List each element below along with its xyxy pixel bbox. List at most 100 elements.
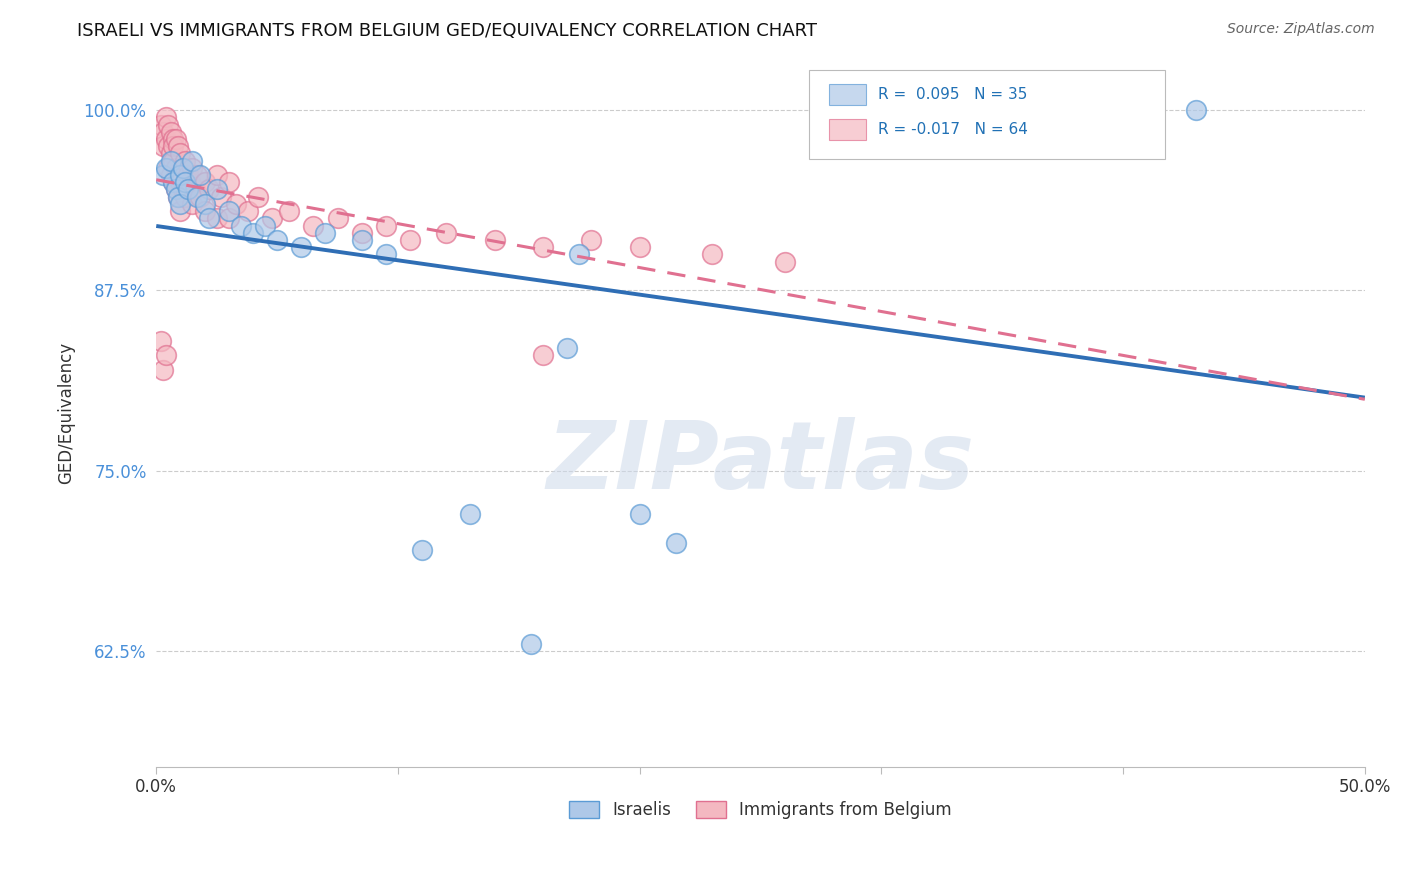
Point [165, 182, 187, 196]
Point [179, 175, 201, 189]
Point [150, 118, 173, 132]
Point [350, 226, 373, 240]
Point [211, 189, 233, 203]
Point [399, 233, 422, 247]
Point [167, 139, 190, 153]
Point [176, 168, 198, 182]
Point [181, 153, 204, 168]
Point [169, 197, 191, 211]
Point [169, 146, 191, 161]
Point [531, 348, 554, 362]
Point [162, 175, 184, 189]
Point [581, 233, 603, 247]
Point [434, 226, 457, 240]
Point [176, 182, 198, 196]
Point [266, 233, 288, 247]
Text: ISRAELI VS IMMIGRANTS FROM BELGIUM GED/EQUIVALENCY CORRELATION CHART: ISRAELI VS IMMIGRANTS FROM BELGIUM GED/E… [77, 22, 817, 40]
Point [198, 211, 221, 226]
Point [198, 182, 221, 196]
Point [236, 204, 259, 219]
Point [172, 182, 194, 196]
Point [162, 139, 184, 153]
Point [165, 182, 187, 196]
Point [174, 189, 197, 203]
Point [159, 168, 181, 182]
Point [159, 125, 181, 139]
Point [218, 175, 240, 189]
Text: R =  0.095   N = 35: R = 0.095 N = 35 [877, 87, 1028, 102]
Point [520, 637, 543, 651]
Point [181, 161, 204, 175]
Point [773, 254, 796, 268]
Point [531, 240, 554, 254]
Point [628, 507, 651, 521]
Point [628, 240, 651, 254]
Point [155, 348, 177, 362]
Point [278, 204, 301, 219]
Point [159, 153, 181, 168]
Point [181, 197, 204, 211]
Point [205, 211, 228, 226]
Point [165, 132, 187, 146]
Text: R = -0.017   N = 64: R = -0.017 N = 64 [877, 122, 1028, 137]
Point [174, 175, 197, 189]
Point [1063, 103, 1085, 117]
Point [188, 168, 211, 182]
Point [326, 211, 349, 226]
Point [290, 240, 312, 254]
Point [568, 247, 591, 261]
Point [253, 219, 276, 233]
Point [150, 334, 173, 348]
Text: ZIPatlas: ZIPatlas [547, 417, 974, 508]
Legend: Israelis, Immigrants from Belgium: Israelis, Immigrants from Belgium [562, 794, 959, 825]
Point [218, 204, 240, 219]
Point [555, 341, 578, 355]
Point [246, 189, 269, 203]
Point [157, 139, 180, 153]
Point [225, 197, 247, 211]
Point [167, 189, 190, 203]
Point [159, 146, 181, 161]
Point [155, 161, 177, 175]
Point [702, 247, 724, 261]
Point [218, 211, 240, 226]
Point [167, 189, 190, 203]
Point [194, 204, 217, 219]
Point [157, 118, 180, 132]
FancyBboxPatch shape [808, 70, 1166, 159]
Point [152, 125, 174, 139]
Point [229, 219, 252, 233]
Point [302, 219, 325, 233]
Point [174, 153, 197, 168]
Point [411, 543, 433, 558]
Point [484, 233, 506, 247]
Point [186, 168, 208, 182]
Point [152, 168, 174, 182]
Point [188, 189, 211, 203]
Point [165, 161, 187, 175]
Point [162, 175, 184, 189]
Point [172, 161, 194, 175]
Point [1184, 103, 1206, 117]
Point [374, 219, 396, 233]
Point [350, 233, 373, 247]
Point [314, 226, 336, 240]
Point [172, 161, 194, 175]
Point [162, 132, 184, 146]
Point [152, 139, 174, 153]
Point [194, 175, 217, 189]
Point [152, 363, 174, 377]
Point [169, 175, 191, 189]
Y-axis label: GED/Equivalency: GED/Equivalency [58, 342, 75, 484]
Point [169, 168, 191, 182]
Point [155, 111, 177, 125]
Point [194, 197, 217, 211]
Point [205, 168, 228, 182]
Point [169, 204, 191, 219]
Point [460, 507, 482, 521]
Text: Source: ZipAtlas.com: Source: ZipAtlas.com [1227, 22, 1375, 37]
FancyBboxPatch shape [830, 84, 866, 105]
Point [184, 182, 207, 196]
Point [374, 247, 396, 261]
Point [167, 168, 190, 182]
